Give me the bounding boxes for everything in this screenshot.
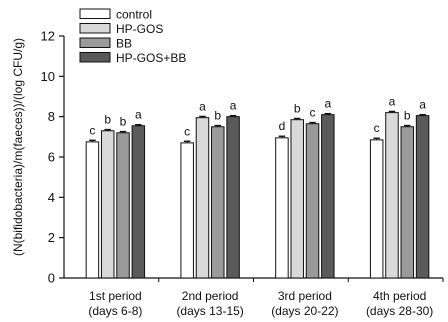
bar [116, 132, 130, 279]
significance-letter: b [294, 101, 301, 115]
significance-letter: a [324, 97, 331, 111]
y-axis-title: (N(bifidobacteria)/m(faeces))/(log CFU/g… [11, 38, 25, 256]
significance-letter: b [214, 109, 221, 123]
bar [385, 112, 399, 279]
significance-letter: b [104, 113, 111, 127]
bar [211, 126, 225, 279]
bar [400, 126, 415, 279]
x-tick-label-sub: (days 6-8) [88, 304, 142, 318]
x-tick-label: 1st period [89, 289, 142, 303]
legend-label: HP-GOS [116, 22, 163, 36]
x-tick-label-sub: (days 20-22) [271, 304, 338, 318]
legend-swatch [79, 23, 111, 34]
x-tick-label: 2nd period [182, 289, 239, 303]
legend-label: BB [116, 37, 132, 51]
bar [369, 139, 384, 279]
legend-swatch [79, 37, 111, 48]
bar [321, 114, 335, 279]
significance-letter: a [230, 99, 237, 113]
bar [275, 137, 289, 279]
x-tick-label: 3rd period [278, 289, 332, 303]
x-tick-label-sub: (days 28-30) [366, 304, 433, 318]
y-tick-label: 0 [48, 271, 55, 286]
bar [195, 117, 210, 279]
y-tick-label: 12 [41, 29, 55, 44]
legend-label: control [116, 8, 152, 22]
bar [180, 142, 194, 279]
bar [305, 123, 320, 279]
significance-letter: a [419, 98, 426, 112]
significance-letter: d [279, 119, 286, 133]
significance-letter: a [199, 99, 206, 113]
significance-letter: a [135, 108, 142, 122]
x-tick-label: 4th period [373, 289, 426, 303]
y-tick-label: 8 [48, 109, 55, 124]
legend-label: HP-GOS+BB [116, 51, 186, 65]
bar [85, 141, 100, 279]
bar [131, 125, 146, 279]
bar [226, 116, 240, 279]
legend-swatch [79, 8, 111, 19]
y-tick-label: 2 [48, 230, 55, 245]
x-tick-label-sub: (days 13-15) [176, 304, 243, 318]
significance-letter: c [310, 106, 316, 120]
significance-letter: b [404, 109, 411, 123]
bar [415, 115, 430, 279]
y-tick-label: 6 [48, 150, 55, 165]
y-tick-label: 4 [48, 190, 55, 205]
significance-letter: c [374, 121, 380, 135]
significance-letter: a [389, 94, 396, 108]
bar [290, 119, 304, 279]
y-tick-label: 10 [41, 69, 55, 84]
significance-letter: c [184, 124, 190, 138]
legend-swatch [79, 52, 111, 63]
bar [100, 130, 115, 279]
significance-letter: c [89, 123, 95, 137]
significance-letter: b [120, 115, 127, 129]
